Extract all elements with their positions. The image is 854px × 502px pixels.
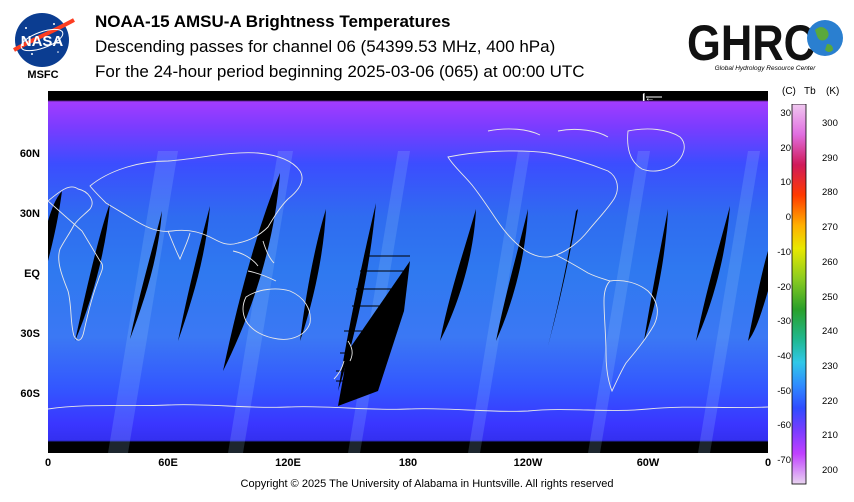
colorbar-kelvin-tick: 270 — [822, 222, 838, 234]
colorbar-kelvin-tick: 210 — [822, 430, 838, 442]
ghrc-logo: GHRC — [685, 10, 850, 80]
colorbar-kelvin-tick: 220 — [822, 395, 838, 407]
colorbar-unit-k: (K) — [826, 86, 840, 97]
ghrc-logo-text: GHRC — [687, 15, 815, 68]
swath-streaks — [108, 151, 760, 453]
colorbar-kelvin-tick: 290 — [822, 152, 838, 164]
top-frame-marks — [643, 93, 662, 101]
lon-label-60e: 60E — [158, 457, 178, 469]
colorbar-celsius-tick: -70 — [777, 455, 791, 466]
missing-data-gaps — [48, 173, 768, 406]
colorbar-unit-c: (C) — [782, 86, 796, 97]
colorbar-kelvin-tick: 230 — [822, 360, 838, 372]
scan-glitch-lines — [336, 255, 410, 382]
lat-label-30s: 30S — [20, 328, 40, 340]
lat-label-eq: EQ — [24, 268, 40, 280]
colorbar-kelvin-tick: 200 — [822, 465, 838, 476]
lon-label-0-left: 0 — [44, 457, 52, 469]
colorbar-celsius-tick: -60 — [777, 420, 791, 432]
lat-label-60s: 60S — [20, 388, 40, 400]
lon-label-120e: 120E — [275, 457, 301, 469]
lon-label-0-right: 0 — [764, 457, 772, 469]
colorbar-kelvin-tick: 240 — [822, 326, 838, 338]
subtitle-period: For the 24-hour period beginning 2025-03… — [95, 62, 585, 81]
nasa-logo: NASA — [12, 10, 76, 82]
colorbar-label-tb: Tb — [804, 86, 816, 97]
colorbar-celsius-tick: 30 — [780, 108, 791, 119]
lon-label-180: 180 — [398, 457, 418, 469]
lat-label-30n: 30N — [19, 208, 40, 220]
colorbar-celsius-tick: 10 — [780, 177, 791, 189]
colorbar-kelvin-tick: 300 — [822, 118, 838, 129]
colorbar-celsius-tick: -30 — [777, 316, 791, 328]
brightness-temperature-map: I← — [47, 91, 769, 453]
colorbar-celsius-tick: -40 — [777, 350, 791, 362]
coastlines — [47, 128, 769, 412]
colorbar — [778, 103, 854, 486]
colorbar-kelvin-tick: 250 — [822, 291, 838, 303]
ghrc-subtitle: Global Hydrology Resource Center — [714, 65, 816, 72]
page-title: NOAA-15 AMSU-A Brightness Temperatures — [95, 12, 451, 31]
colorbar-celsius-tick: 0 — [785, 212, 791, 224]
copyright-footer: Copyright © 2025 The University of Alaba… — [240, 478, 614, 490]
msfc-label: MSFC — [27, 69, 59, 81]
colorbar-celsius-tick: -50 — [777, 385, 791, 397]
lon-label-60w: 60W — [636, 457, 660, 469]
orbit-arrow-marker: I← — [642, 93, 655, 104]
lat-label-60n: 60N — [19, 148, 40, 160]
nasa-logo-text: NASA — [21, 33, 64, 50]
colorbar-celsius-tick: -20 — [777, 281, 791, 293]
colorbar-celsius-tick: 20 — [780, 142, 791, 154]
colorbar-kelvin-tick: 280 — [822, 187, 838, 199]
lon-label-120w: 120W — [513, 457, 543, 469]
subtitle-channel: Descending passes for channel 06 (54399.… — [95, 37, 556, 56]
colorbar-kelvin-tick: 260 — [822, 256, 838, 268]
colorbar-celsius-tick: -10 — [777, 246, 791, 258]
